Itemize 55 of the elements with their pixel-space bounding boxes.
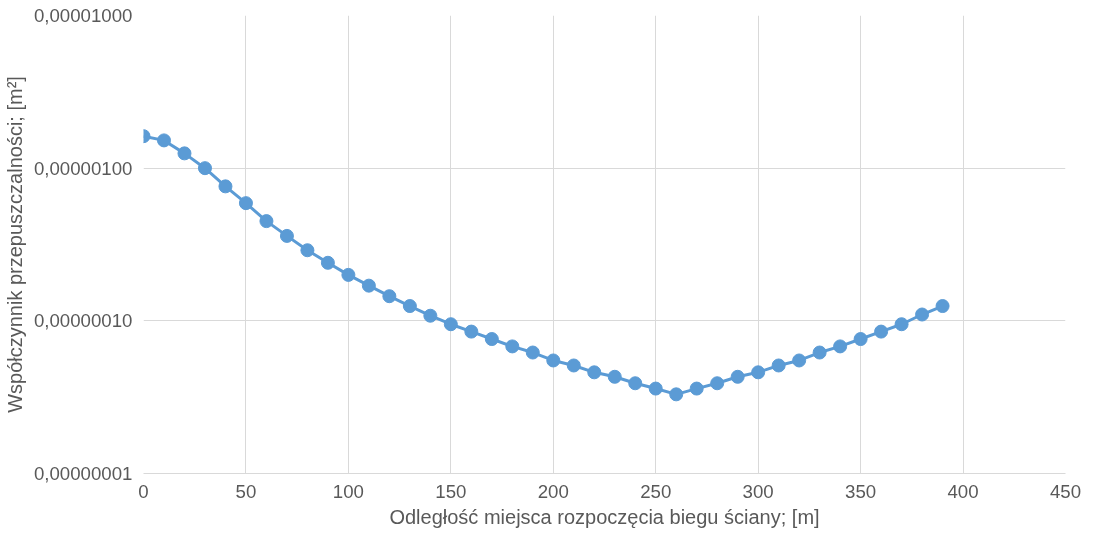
y-tick-label: 0,00001000 xyxy=(33,5,133,26)
point xyxy=(177,146,192,161)
point xyxy=(894,317,909,332)
y-axis-title: Współczynnik przepuszczalności; [m²] xyxy=(3,76,26,413)
point xyxy=(361,278,376,293)
point xyxy=(320,255,335,270)
x-tick-label: 50 xyxy=(235,480,257,502)
x-tick-label: 150 xyxy=(435,480,467,502)
point xyxy=(402,299,417,314)
point xyxy=(648,381,663,396)
point xyxy=(279,228,294,243)
point xyxy=(812,345,827,360)
point xyxy=(853,332,868,347)
point xyxy=(607,369,622,384)
x-tick-label: 0 xyxy=(138,480,149,502)
y-tick-label: 0,00000010 xyxy=(33,310,133,332)
point xyxy=(443,317,458,332)
x-tick-label: 300 xyxy=(742,480,774,502)
point xyxy=(546,353,561,368)
x-tick-label: 400 xyxy=(947,480,979,502)
point xyxy=(505,339,520,354)
x-tick-label: 100 xyxy=(332,480,364,502)
point xyxy=(484,332,499,347)
x-tick-label: 350 xyxy=(845,480,877,502)
point xyxy=(874,324,889,339)
y-tick-label: 0,00000001 xyxy=(33,463,133,484)
point xyxy=(915,307,930,322)
point xyxy=(689,381,704,396)
y-tick-label: 0,00000100 xyxy=(33,157,133,179)
point xyxy=(464,324,479,339)
x-axis-title: Odległość miejsca rozpoczęcia biegu ściany; [m] xyxy=(389,505,820,528)
point xyxy=(935,299,950,314)
point xyxy=(197,161,212,176)
point xyxy=(730,369,745,384)
point xyxy=(669,387,684,402)
point xyxy=(238,196,253,211)
point xyxy=(423,308,438,323)
point xyxy=(587,365,602,380)
point xyxy=(710,376,725,391)
point xyxy=(156,133,171,148)
point xyxy=(259,214,274,229)
point xyxy=(218,179,233,194)
point xyxy=(628,376,643,391)
point xyxy=(525,345,540,360)
x-tick-label: 450 xyxy=(1049,480,1082,502)
point xyxy=(771,358,786,373)
point xyxy=(833,339,848,354)
point xyxy=(382,289,397,304)
point xyxy=(341,267,356,282)
point xyxy=(792,353,807,368)
x-tick-label: 250 xyxy=(640,480,672,502)
point xyxy=(300,243,315,258)
point xyxy=(566,358,581,373)
x-tick-label: 200 xyxy=(537,480,569,502)
point xyxy=(751,365,766,380)
